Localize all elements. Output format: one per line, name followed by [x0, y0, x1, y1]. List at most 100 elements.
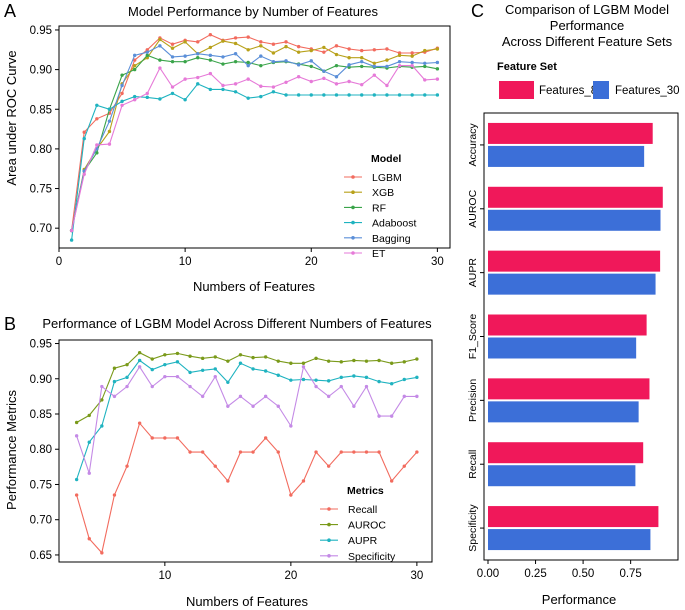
data-point-lgbm [322, 50, 326, 54]
data-point-et [360, 82, 364, 87]
data-point-et [196, 75, 200, 80]
panel-a-letter: A [4, 1, 16, 21]
data-point-aupr [125, 375, 129, 380]
data-point-xgb [372, 61, 377, 65]
data-point-lgbm [170, 42, 175, 46]
data-point-auroc [389, 361, 394, 365]
data-point-bagging [397, 59, 402, 64]
data-point-bagging [296, 63, 301, 67]
data-point-et [221, 83, 225, 88]
data-point-recall [137, 421, 142, 425]
data-point-aupr [289, 378, 293, 382]
category-label-specificity: Specificity [467, 504, 479, 552]
panel-b-legend-title: Metrics [347, 485, 384, 497]
bar-features_8-f1_score [488, 314, 647, 336]
series-line-recall [76, 422, 418, 554]
data-point-recall [87, 537, 91, 541]
data-point-auroc [125, 362, 129, 367]
series-line-et [71, 65, 438, 231]
bar-features_8-precision [488, 378, 650, 400]
data-point-aupr [389, 381, 394, 386]
data-point-xgb [435, 47, 440, 51]
panel-b-title: Performance of LGBM Model Across Differe… [42, 316, 432, 331]
series-line-specificity [76, 365, 417, 474]
data-point-adaboost [183, 98, 187, 102]
data-point-auroc [251, 355, 255, 360]
panel-a-legend: LGBM XGB RF Adaboost Bagging ET [344, 172, 416, 260]
data-point-et [334, 82, 339, 86]
data-point-adaboost [95, 103, 99, 107]
data-point-specificity [137, 365, 142, 369]
panel-a-xlabel: Numbers of Features [193, 279, 316, 294]
data-point-recall [314, 450, 318, 454]
panel-c-plot: Accuracy AUROC AUPR F1_Score Precision Recall… [467, 112, 679, 580]
data-point-auroc [74, 420, 79, 425]
data-point-auroc [402, 360, 406, 364]
data-point-recall [251, 450, 255, 454]
data-point-auroc [276, 359, 280, 363]
data-point-specificity [226, 404, 230, 408]
data-point-aupr [200, 368, 205, 373]
data-point-recall [163, 436, 167, 440]
data-point-adaboost [158, 97, 162, 101]
panel-c-title-line-2: Performance [550, 18, 624, 33]
data-point-recall [301, 479, 306, 483]
y-tick-label: 0.85 [30, 409, 52, 421]
panel-c-legend: Features_8 Features_30 [499, 81, 680, 99]
data-point-bagging [360, 59, 364, 64]
panel-b: B Performance of LGBM Model Across Diffe… [4, 314, 433, 609]
data-point-xgb [132, 63, 137, 68]
category-label-f1_score: F1_Score [467, 314, 479, 360]
data-point-et [309, 79, 313, 84]
x-tick-label: 20 [284, 570, 297, 582]
data-point-specificity [150, 384, 154, 389]
data-point-aupr [150, 367, 154, 372]
legend-swatch-features_8 [499, 81, 534, 99]
panel-c-title-line-1: Comparison of LGBM Model [505, 2, 669, 17]
data-point-rf [233, 59, 238, 64]
plot-frame [58, 339, 433, 563]
data-point-xgb [423, 48, 427, 53]
data-point-lgbm [397, 51, 402, 55]
data-point-auroc [326, 359, 331, 363]
data-point-lgbm [347, 47, 351, 51]
legend-label-specificity: Specificity [348, 551, 396, 563]
legend-label-et: ET [372, 248, 386, 260]
data-point-xgb [322, 45, 326, 50]
data-point-adaboost [309, 93, 313, 97]
data-point-recall [352, 450, 356, 454]
data-point-aupr [402, 377, 406, 382]
x-tick-label: 0.75 [619, 568, 641, 580]
panel-c: C Comparison of LGBM Model Performance A… [467, 1, 680, 607]
data-point-bagging [271, 59, 276, 64]
data-point-aupr [352, 374, 356, 378]
x-tick-label: 0.00 [477, 568, 499, 580]
data-point-specificity [364, 384, 369, 389]
data-point-adaboost [435, 93, 440, 97]
data-point-bagging [334, 75, 339, 79]
bar-features_8-recall [488, 442, 644, 464]
data-point-adaboost [196, 82, 200, 86]
data-point-xgb [183, 40, 187, 44]
data-point-lgbm [385, 47, 389, 51]
data-point-xgb [233, 41, 238, 46]
x-tick-label: 30 [431, 256, 444, 268]
bar-features_8-auroc [488, 186, 663, 208]
data-point-recall [415, 450, 419, 454]
data-point-aupr [339, 375, 343, 380]
data-point-lgbm [334, 44, 339, 48]
plot-frame [483, 112, 679, 561]
data-point-rf [132, 67, 137, 72]
data-point-et [372, 73, 377, 77]
legend-marker-aupr [327, 538, 331, 542]
data-point-et [347, 79, 351, 84]
category-label-aupr: AUPR [467, 258, 479, 288]
data-point-adaboost [208, 87, 213, 92]
data-point-lgbm [233, 36, 238, 40]
data-point-lgbm [132, 58, 137, 62]
data-point-et [435, 77, 440, 81]
data-point-xgb [385, 58, 389, 62]
data-point-adaboost [170, 91, 175, 96]
data-point-aupr [175, 360, 180, 364]
data-point-specificity [87, 471, 91, 475]
